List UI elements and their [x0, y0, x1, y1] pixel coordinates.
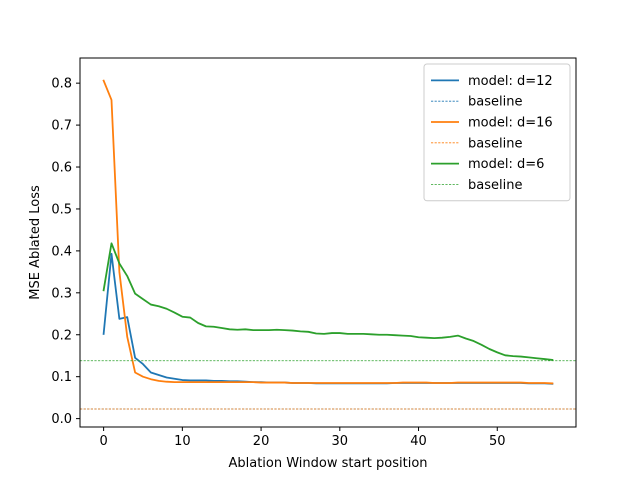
y-tick-label: 0.7 [51, 119, 72, 134]
y-tick-label: 0.1 [51, 370, 72, 385]
series-line [102, 242, 554, 361]
legend-label: baseline [468, 95, 522, 110]
plot-area [80, 79, 576, 410]
legend-label: model: d=12 [468, 74, 553, 89]
legend-box [423, 63, 571, 202]
x-tick-label: 30 [332, 434, 349, 449]
y-tick-label: 0.6 [51, 161, 72, 176]
x-tick-label: 10 [174, 434, 191, 449]
x-tick-label: 0 [99, 434, 107, 449]
x-tick-label: 20 [253, 434, 270, 449]
x-tick-label: 50 [489, 434, 506, 449]
legend: model: d=12 baseline model: d=16 baseline mo… [423, 63, 571, 202]
series-line [102, 79, 554, 385]
y-tick-label: 0.8 [51, 77, 72, 92]
y-axis-label: MSE Ablated Loss [28, 185, 43, 300]
legend-label: baseline [468, 136, 522, 151]
x-axis-label: Ablation Window start position [228, 456, 427, 471]
legend-label: model: d=6 [468, 157, 544, 172]
y-tick-label: 0.4 [51, 244, 72, 259]
axes-frame [79, 57, 577, 428]
y-axis: 0.0 0.1 0.2 0.3 0.4 0.5 0.6 0.7 0.8 [51, 77, 80, 427]
y-tick-label: 0.0 [51, 412, 72, 427]
legend-label: baseline [468, 178, 522, 193]
x-tick-label: 40 [410, 434, 427, 449]
y-tick-label: 0.3 [51, 286, 72, 301]
legend-label: model: d=16 [468, 116, 553, 131]
x-axis: 0 10 20 30 40 50 [99, 427, 506, 449]
y-tick-label: 0.5 [51, 202, 72, 217]
y-tick-label: 0.2 [51, 328, 72, 343]
